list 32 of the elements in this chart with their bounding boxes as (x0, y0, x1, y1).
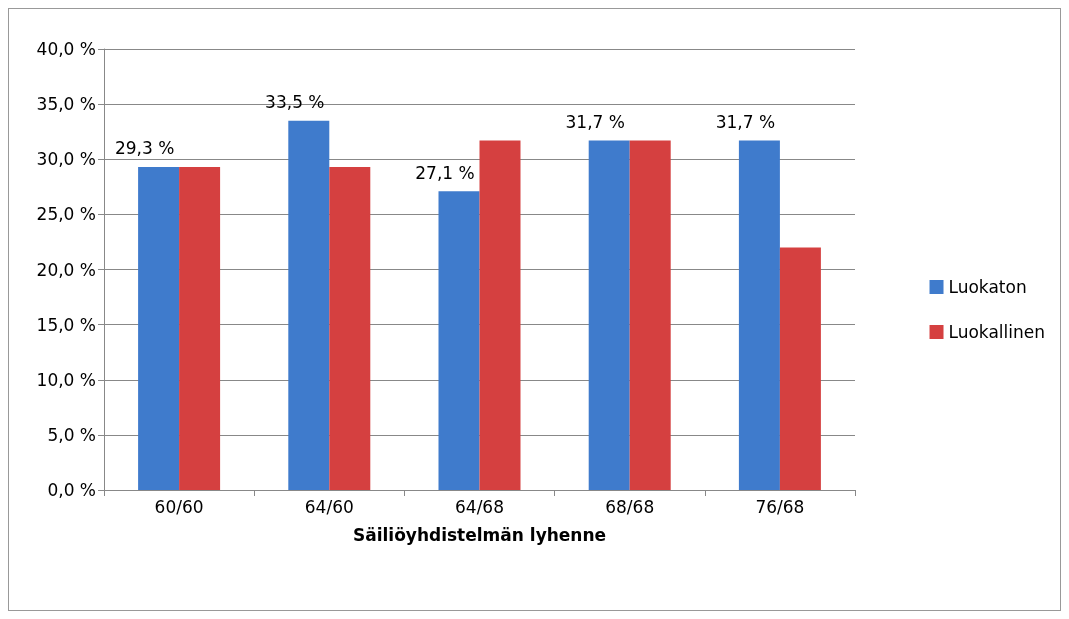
x-axis-title: Säiliöyhdistelmän lyhenne (352, 524, 607, 545)
data-label: 31,7 % (715, 112, 776, 133)
y-tick-label: 20,0 % (36, 259, 96, 280)
x-tick-label: 60/60 (154, 496, 204, 517)
bar (329, 166, 371, 490)
data-label: 27,1 % (415, 162, 475, 183)
bar (588, 140, 630, 490)
bar (779, 247, 821, 490)
legend-label: Luokallinen (948, 322, 1046, 342)
bar (738, 140, 780, 490)
y-tick-label: 40,0 % (36, 39, 96, 59)
bar (288, 120, 330, 490)
y-tick-label: 15,0 % (36, 314, 96, 335)
bar (179, 166, 221, 490)
data-label: 29,3 % (114, 138, 175, 159)
bar (479, 140, 521, 490)
data-label: 33,5 % (265, 92, 325, 113)
y-tick-label: 5,0 % (47, 424, 96, 445)
y-tick-label: 30,0 % (36, 149, 96, 170)
data-label: 31,7 % (565, 112, 625, 133)
y-tick-label: 25,0 % (36, 204, 96, 225)
bar (629, 140, 671, 490)
x-tick-label: 68/68 (605, 496, 655, 517)
bar (438, 191, 480, 490)
legend-label: Luokaton (948, 277, 1027, 297)
x-tick-label: 64/60 (304, 496, 354, 517)
y-tick-label: 10,0 % (36, 369, 96, 390)
x-tick-label: 64/68 (455, 496, 504, 517)
bar (138, 166, 180, 490)
x-tick-label: 76/68 (755, 496, 805, 517)
y-tick-label: 0,0 % (47, 480, 96, 500)
y-tick-label: 35,0 % (36, 94, 96, 115)
